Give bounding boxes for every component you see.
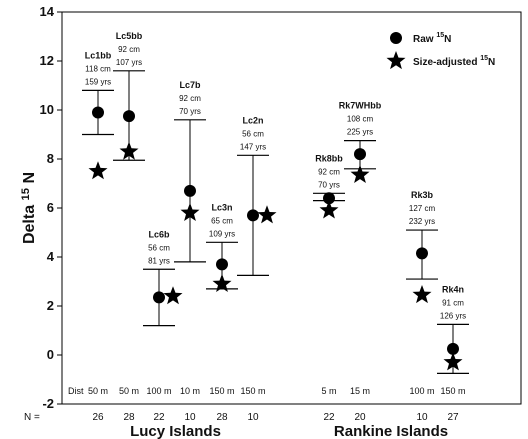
n-value: 28 (123, 412, 135, 423)
n-value: 10 (247, 412, 259, 423)
sample-id-label: Lc7b (179, 80, 201, 90)
y-tick-label: -2 (42, 396, 54, 411)
n-value: 20 (354, 412, 366, 423)
sample-age-label: 81 yrs (148, 256, 170, 265)
raw-point (416, 247, 428, 260)
sample-id-label: Rk7WHbb (339, 101, 382, 111)
y-tick-label: 14 (40, 4, 55, 19)
dist-value: 50 m (119, 386, 139, 396)
dist-value: 15 m (350, 386, 370, 396)
n-value: 26 (92, 412, 104, 423)
sample-size-label: 56 cm (242, 129, 264, 138)
adjusted-point (163, 286, 183, 305)
sample-id-label: Lc1bb (85, 50, 112, 60)
adjusted-point (350, 164, 370, 183)
sample-age-label: 70 yrs (318, 180, 340, 189)
adjusted-point (443, 352, 463, 371)
sample-id-label: Rk4n (442, 284, 464, 294)
dist-value: 150 m (440, 386, 465, 396)
adjusted-point (257, 205, 277, 224)
y-tick-label: 8 (47, 151, 54, 166)
sample-age-label: 159 yrs (85, 77, 111, 86)
sample-size-label: 92 cm (118, 45, 140, 54)
adjusted-point (180, 202, 200, 221)
y-tick-label: 2 (47, 298, 54, 313)
sample-lc1bb: Lc1bb 118 cm 159 yrs 50 m 26 (82, 50, 114, 423)
legend-star-marker (386, 51, 406, 70)
adjusted-point (119, 141, 139, 160)
sample-size-label: 92 cm (179, 94, 201, 103)
raw-point (247, 209, 259, 222)
group-label: Rankine Islands (334, 423, 448, 439)
dist-value: 5 m (321, 386, 336, 396)
sample-lc2n: Lc2n 56 cm 147 yrs 150 m 10 (237, 115, 277, 423)
raw-point (354, 148, 366, 161)
y-tick-label: 12 (40, 53, 54, 68)
sample-rk4n: Rk4n 91 cm 126 yrs 150 m 27 (437, 284, 469, 423)
sample-age-label: 70 yrs (179, 107, 201, 116)
sample-age-label: 147 yrs (240, 142, 266, 151)
raw-point (216, 258, 228, 271)
n-value: 10 (184, 412, 196, 423)
sample-rk7whbb: Rk7WHbb 108 cm 225 yrs 15 m 20 (339, 101, 382, 423)
dist-value: 150 m (240, 386, 265, 396)
dist-row-label: Dist (68, 386, 84, 396)
raw-point (323, 192, 335, 205)
sample-size-label: 56 cm (148, 243, 170, 252)
n-value: 22 (153, 412, 165, 423)
sample-age-label: 109 yrs (209, 229, 235, 238)
dist-value: 150 m (209, 386, 234, 396)
sample-id-label: Lc6b (148, 229, 170, 239)
legend-circle-marker (390, 32, 402, 44)
y-tick-label: 4 (47, 249, 55, 264)
adjusted-point (212, 273, 232, 292)
legend-label-adjusted: Size-adjusted 15N (413, 55, 495, 68)
n-row-label: N = (24, 412, 40, 423)
sample-size-label: 65 cm (211, 216, 233, 225)
sample-size-label: 92 cm (318, 167, 340, 176)
sample-lc6b: Lc6b 56 cm 81 yrs 100 m 22 (143, 229, 183, 423)
dist-value: 100 m (409, 386, 434, 396)
sample-id-label: Rk8bb (315, 153, 343, 163)
sample-rk8bb: Rk8bb 92 cm 70 yrs 5 m 22 (313, 153, 345, 423)
raw-point (123, 110, 135, 123)
y-tick-label: 0 (47, 347, 54, 362)
sample-size-label: 127 cm (409, 204, 436, 213)
adjusted-point (319, 200, 339, 219)
dist-value: 100 m (146, 386, 171, 396)
y-tick-label: 6 (47, 200, 54, 215)
group-label: Lucy Islands (130, 423, 221, 439)
sample-age-label: 126 yrs (440, 311, 466, 320)
sample-id-label: Lc3n (211, 202, 232, 212)
raw-point (92, 106, 104, 119)
sample-age-label: 107 yrs (116, 58, 142, 67)
sample-age-label: 225 yrs (347, 128, 373, 137)
n-value: 22 (323, 412, 335, 423)
dist-value: 50 m (88, 386, 108, 396)
sample-size-label: 108 cm (347, 115, 374, 124)
sample-lc3n: Lc3n 65 cm 109 yrs 150 m 28 (206, 202, 238, 423)
dist-value: 10 m (180, 386, 200, 396)
adjusted-point (88, 161, 108, 180)
legend-label-raw: Raw 15N (413, 32, 451, 45)
y-axis-label: Delta 15 N (20, 172, 38, 244)
n-value: 27 (447, 412, 459, 423)
sample-rk3b: Rk3b 127 cm 232 yrs 100 m 10 (406, 190, 438, 423)
sample-id-label: Lc2n (242, 115, 263, 125)
n-value: 10 (416, 412, 428, 423)
raw-point (447, 342, 459, 355)
sample-id-label: Lc5bb (116, 31, 143, 41)
n-value: 28 (216, 412, 228, 423)
sample-lc5bb: Lc5bb 92 cm 107 yrs 50 m 28 (113, 31, 145, 423)
sample-size-label: 91 cm (442, 298, 464, 307)
sample-age-label: 232 yrs (409, 217, 435, 226)
raw-point (153, 291, 165, 304)
sample-size-label: 118 cm (85, 64, 111, 73)
y-tick-label: 10 (40, 102, 54, 117)
sample-id-label: Rk3b (411, 190, 434, 200)
sample-lc7b: Lc7b 92 cm 70 yrs 10 m 10 (174, 80, 206, 423)
raw-point (184, 184, 196, 197)
adjusted-point (412, 285, 432, 304)
